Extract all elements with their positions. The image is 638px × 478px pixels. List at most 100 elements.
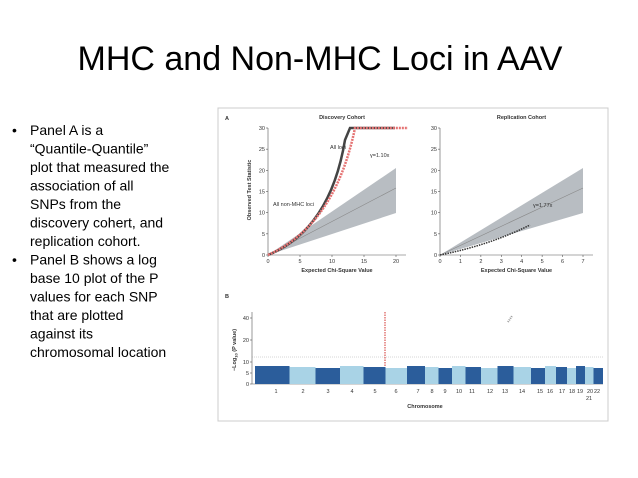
x-tick-label: 8 <box>430 389 433 395</box>
y-tick-label: 0 <box>246 382 249 388</box>
snp-band <box>363 367 386 384</box>
x-tick-label: 20 <box>393 259 399 265</box>
snp-band <box>545 366 556 384</box>
x-tick-label: 0 <box>266 259 269 265</box>
x-tick-label: 4 <box>350 389 353 395</box>
snp-band <box>513 367 531 384</box>
y-tick-label: 5 <box>262 232 265 238</box>
x-tick-label: 10 <box>456 389 462 395</box>
snp-band <box>452 366 466 384</box>
y-axis-label: Observed Test Statistic <box>247 160 253 221</box>
y-tick-label: 40 <box>243 316 249 322</box>
x-tick-label: 2 <box>479 259 482 265</box>
x-tick-label: 12 <box>487 389 493 395</box>
x-tick-label: 15 <box>537 389 543 395</box>
bullet-text: Panel B shows a log base 10 plot of the P… <box>30 252 166 361</box>
bullet-marker: • <box>12 252 17 268</box>
y-tick-label: 10 <box>259 211 265 217</box>
snp-band <box>385 368 407 384</box>
plot-title: Replication Cohort <box>497 115 546 121</box>
snp-band <box>407 366 425 384</box>
snp-band <box>425 367 439 384</box>
y-label-part: 10 <box>234 353 239 358</box>
x-tick-label: 0 <box>438 259 441 265</box>
slide-title: MHC and Non-MHC Loci in AAV <box>78 40 563 78</box>
y-label-part: (P value) <box>232 329 238 354</box>
y-tick-label: 15 <box>259 190 265 196</box>
x-tick-label: 7 <box>416 389 419 395</box>
x-tick-label: 1 <box>459 259 462 265</box>
panel-label: B <box>225 294 229 300</box>
snp-band <box>531 368 545 384</box>
snp-band <box>465 367 481 384</box>
peak <box>507 315 513 323</box>
snp-band <box>315 368 340 384</box>
bullet-list: • Panel A is a “Quantile-Quantile” plot tha… <box>12 122 170 360</box>
y-axis-label: −Log10 (P value) <box>232 329 239 371</box>
snp-band <box>567 368 576 384</box>
x-tick-label: 7 <box>581 259 584 265</box>
annotation: γ=1.10x <box>370 153 390 159</box>
qq-curve-non-mhc <box>267 126 408 257</box>
x-axis-label: Expected Chi-Square Value <box>481 268 552 274</box>
reference-line <box>439 187 584 256</box>
x-axis-label: Chromosome <box>407 404 442 410</box>
confidence-band <box>440 168 583 255</box>
y-tick-label: 15 <box>431 190 437 196</box>
y-tick-label: 25 <box>259 147 265 153</box>
qq-curve-replication <box>439 224 531 256</box>
y-tick-label: 20 <box>243 338 249 344</box>
snp-band <box>340 366 364 384</box>
snp-band <box>289 367 316 384</box>
y-label-part: −Log <box>232 358 238 371</box>
y-tick-label: 10 <box>431 211 437 217</box>
y-tick-label: 20 <box>259 168 265 174</box>
x-tick-label: 21 <box>586 396 592 402</box>
x-tick-label: 19 <box>577 389 583 395</box>
y-tick-label: 25 <box>431 147 437 153</box>
x-tick-label: 14 <box>519 389 525 395</box>
y-tick-label: 10 <box>243 360 249 366</box>
y-tick-label: 30 <box>259 126 265 132</box>
x-tick-label: 13 <box>502 389 508 395</box>
plot-title: Discovery Cohort <box>319 115 365 121</box>
panel-label: A <box>225 116 229 122</box>
x-tick-label: 3 <box>500 259 503 265</box>
x-tick-label: 20 <box>587 389 593 395</box>
y-tick-label: 30 <box>431 126 437 132</box>
snp-band <box>576 366 585 384</box>
x-tick-label: 6 <box>394 389 397 395</box>
y-tick-label: 0 <box>434 253 437 259</box>
x-tick-label: 10 <box>329 259 335 265</box>
y-tick-label: 20 <box>431 168 437 174</box>
y-tick-label: 5 <box>434 232 437 238</box>
x-tick-label: 9 <box>443 389 446 395</box>
x-axis-label: Expected Chi-Square Value <box>301 268 372 274</box>
y-tick-label: 5 <box>246 371 249 377</box>
bullet-text: Panel A is a “Quantile-Quantile” plot that… <box>30 122 170 249</box>
figure: A Observed Test Statistic Discovery Cohort… <box>225 115 603 410</box>
x-tick-label: 5 <box>298 259 301 265</box>
x-tick-label: 5 <box>541 259 544 265</box>
snp-band <box>593 368 603 384</box>
y-tick-label: 0 <box>262 253 265 259</box>
x-tick-label: 22 <box>594 389 600 395</box>
x-tick-label: 11 <box>469 389 475 395</box>
x-tick-label: 15 <box>361 259 367 265</box>
snp-band <box>438 368 452 384</box>
snp-band <box>497 366 514 384</box>
x-tick-label: 3 <box>326 389 329 395</box>
x-tick-label: 6 <box>561 259 564 265</box>
x-tick-label: 4 <box>520 259 523 265</box>
bullet-marker: • <box>12 122 17 138</box>
x-tick-label: 1 <box>274 389 277 395</box>
x-tick-label: 18 <box>569 389 575 395</box>
x-tick-label: 17 <box>559 389 565 395</box>
x-tick-label: 5 <box>373 389 376 395</box>
annotation: γ=1.77x <box>533 203 553 209</box>
snp-band <box>255 366 290 384</box>
snp-band <box>556 367 567 384</box>
snp-band <box>481 368 498 384</box>
annotation: All non-MHC loci <box>273 202 314 208</box>
